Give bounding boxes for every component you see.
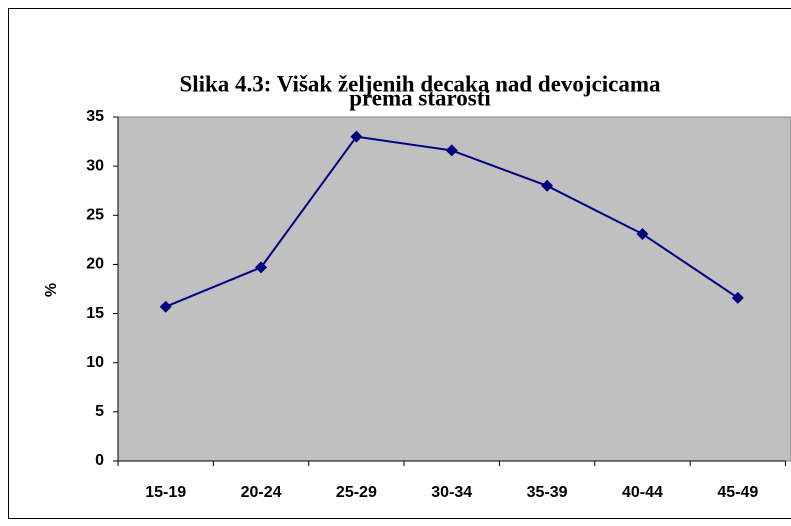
marker [541, 179, 554, 192]
y-tick-label: 20 [86, 256, 104, 273]
y-tick-label: 15 [86, 305, 104, 322]
chart-title: Slika 4.3: Višak željenih decaka nad dev… [179, 71, 661, 96]
x-tick-label: 35-39 [527, 484, 568, 501]
y-tick-label: 0 [95, 452, 104, 469]
y-tick-label: 10 [86, 354, 104, 371]
x-tick-label: 20-24 [241, 484, 282, 501]
y-axis-label: % [43, 283, 60, 297]
y-tick-label: 30 [86, 157, 104, 174]
x-tick-label: 25-29 [336, 484, 377, 501]
x-tick-label: 45-49 [717, 484, 758, 501]
marker [445, 144, 458, 157]
y-tick-label: 5 [95, 403, 104, 420]
x-tick-label: 15-19 [145, 484, 186, 501]
x-tick-label: 40-44 [622, 484, 663, 501]
marker [255, 261, 268, 274]
marker [350, 130, 363, 143]
y-tick-label: 25 [86, 207, 104, 224]
chart-title: prema starosti [349, 85, 491, 110]
marker [731, 291, 744, 304]
x-tick-label: 30-34 [431, 484, 472, 501]
marker [636, 227, 649, 240]
y-tick-label: 35 [86, 108, 104, 125]
plot-area [117, 116, 791, 462]
marker [159, 300, 172, 313]
